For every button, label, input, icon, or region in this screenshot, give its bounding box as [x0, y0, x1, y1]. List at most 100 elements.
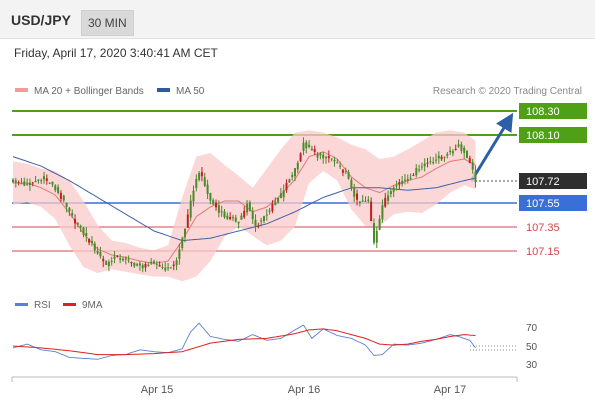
candle-body: [375, 230, 378, 243]
candle-body: [325, 157, 327, 159]
pivot-tag: [519, 195, 587, 211]
candle-body: [415, 168, 418, 176]
candle-body: [378, 219, 381, 230]
candle-body: [353, 187, 356, 197]
candle-body: [105, 261, 108, 265]
candle-body: [200, 172, 203, 177]
candle-body: [195, 179, 198, 189]
resistance-1-tag: [519, 127, 587, 143]
candle-body: [426, 162, 429, 164]
last-price-tag: [519, 173, 587, 189]
candle-body: [71, 213, 74, 216]
candle-body: [246, 203, 249, 213]
last-price-label: 107.72: [526, 176, 560, 188]
candle-body: [34, 181, 37, 183]
candle-body: [226, 215, 229, 219]
candle-body: [209, 193, 212, 201]
candle-body: [181, 238, 184, 248]
candle-body: [327, 156, 330, 159]
candle-body: [437, 155, 440, 159]
candle-body: [254, 219, 257, 227]
candle-body: [167, 267, 170, 269]
timeframe-button[interactable]: 30 MIN: [81, 10, 134, 36]
candle-body: [265, 214, 268, 216]
candle-body: [20, 183, 23, 185]
x-tick-label: Apr 15: [141, 384, 173, 396]
candle-body: [406, 179, 409, 181]
candle-body: [91, 240, 93, 243]
candle-body: [291, 175, 294, 177]
candle-body: [316, 154, 319, 158]
rsi-9ma-line: [12, 328, 476, 356]
candle-body: [54, 185, 57, 191]
candle-body: [76, 223, 79, 225]
candle-body: [418, 169, 421, 171]
candle-body: [294, 168, 296, 177]
resistance-2-label: 108.30: [526, 106, 560, 118]
ma20-legend-label: MA 20 + Bollinger Bands: [34, 86, 144, 97]
candle-body: [344, 171, 347, 173]
candle-body: [449, 150, 452, 153]
candle-body: [440, 156, 443, 160]
candle-body: [57, 187, 60, 193]
pivot-label: 107.55: [526, 198, 560, 210]
candle-body: [192, 190, 195, 202]
candle-body: [302, 142, 305, 151]
candle-body: [51, 181, 54, 185]
candle-body: [429, 161, 432, 163]
candle-body: [232, 217, 234, 219]
candle-body: [341, 169, 344, 173]
candle-body: [116, 255, 119, 257]
candle-body: [330, 158, 333, 160]
rsi-legend-swatch: [15, 303, 28, 306]
candle-body: [474, 171, 477, 183]
candle-body: [82, 227, 85, 235]
candle-body: [313, 148, 316, 152]
candle-body: [217, 205, 220, 213]
candle-body: [282, 190, 285, 198]
candle-body: [223, 211, 226, 218]
candle-body: [23, 181, 26, 186]
candle-body: [358, 201, 361, 204]
candle-body: [251, 210, 254, 220]
candle-body: [381, 205, 384, 220]
candle-body: [446, 154, 449, 156]
candle-body: [333, 159, 336, 162]
candle-body: [234, 217, 237, 222]
candle-body: [172, 264, 175, 266]
candle-body: [28, 182, 31, 185]
candle-body: [285, 182, 288, 190]
candle-body: [432, 162, 435, 164]
candle-body: [206, 184, 209, 194]
candle-body: [141, 265, 144, 269]
candle-body: [215, 202, 217, 208]
candle-body: [198, 173, 201, 180]
candle-body: [138, 263, 141, 266]
candle-body: [237, 221, 240, 224]
candle-body: [212, 200, 215, 205]
candle-body: [319, 153, 322, 156]
candle-body: [14, 180, 17, 183]
candle-body: [124, 258, 127, 260]
candle-body: [257, 225, 260, 227]
candle-body: [392, 187, 395, 192]
candle-body: [186, 214, 189, 228]
rsi-tick-label: 70: [526, 323, 538, 334]
candle-body: [401, 181, 404, 185]
candle-body: [248, 202, 251, 211]
candle-body: [260, 220, 263, 222]
x-tick-label: Apr 17: [434, 384, 466, 396]
candle-body: [471, 162, 474, 170]
resistance-1-label: 108.10: [526, 130, 560, 142]
candle-body: [169, 267, 172, 269]
candle-body: [279, 193, 282, 199]
candle-body: [468, 157, 471, 164]
candle-body: [184, 228, 186, 237]
candle-body: [347, 172, 350, 179]
resistance-2-tag: [519, 103, 587, 119]
candle-body: [189, 200, 192, 218]
candle-body: [62, 195, 65, 201]
candle-body: [336, 162, 339, 164]
candle-body: [271, 203, 274, 212]
candle-body: [443, 156, 446, 158]
